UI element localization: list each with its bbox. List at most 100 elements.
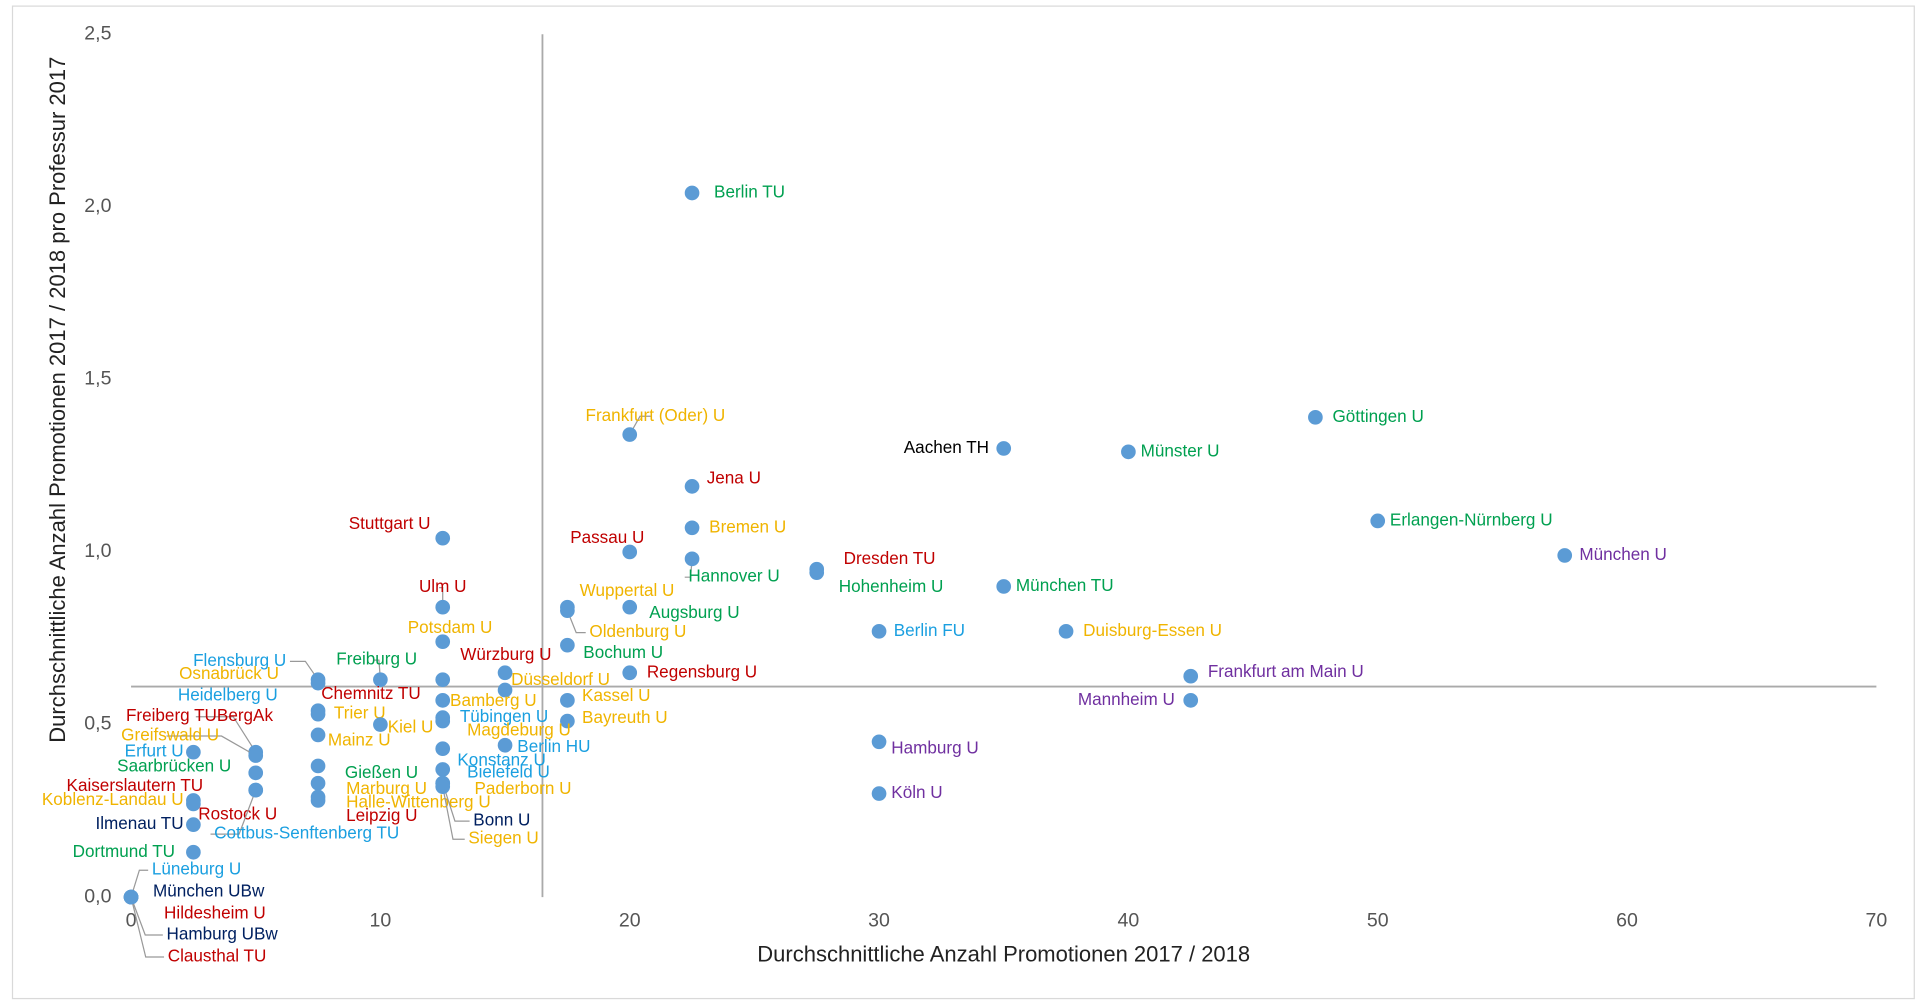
point-label: Dresden TU [844, 549, 936, 568]
x-tick-label: 40 [1118, 910, 1140, 932]
point-label: Kaiserslautern TU [67, 776, 204, 795]
point-label: Erlangen-Nürnberg U [1390, 510, 1553, 529]
x-tick-label: 30 [868, 910, 890, 932]
y-tick-label: 0,0 [84, 885, 111, 907]
leader-line [195, 716, 257, 753]
point-label: München TU [1016, 576, 1114, 595]
y-axis-title: Durchschnittliche Anzahl Promotionen 201… [45, 57, 70, 743]
data-point [248, 765, 264, 781]
point-label: Frankfurt am Main U [1208, 662, 1364, 681]
leader-line [210, 789, 257, 835]
data-point [1183, 668, 1199, 684]
point-label: Regensburg U [647, 662, 757, 681]
data-point [186, 844, 201, 860]
point-label: Gießen U [345, 763, 418, 782]
point-label: Kassel U [582, 686, 650, 705]
data-point [684, 551, 700, 567]
point-label: Osnabrück U [179, 664, 279, 683]
data-point [1058, 624, 1074, 639]
y-tick-label: 2,0 [84, 195, 111, 217]
point-label: Paderborn U [475, 779, 572, 798]
point-label: Berlin TU [714, 183, 785, 202]
point-label: Göttingen U [1333, 407, 1424, 426]
point-label: Passau U [570, 528, 644, 547]
point-label: Konstanz U [457, 750, 545, 769]
point-label: Augsburg U [649, 603, 739, 622]
point-label: Freiberg TUBergAk [126, 706, 274, 725]
data-point [373, 672, 388, 687]
point-label: Halle-Wittenberg U [346, 793, 491, 812]
data-point [871, 734, 887, 750]
data-point [497, 682, 513, 698]
leader-line [442, 783, 470, 822]
point-label: Leipzig U [346, 806, 417, 825]
data-point [622, 599, 638, 615]
point-label: Tübingen U [460, 707, 548, 726]
point-label: Frankfurt (Oder) U [586, 406, 726, 425]
x-axis-title: Durchschnittliche Anzahl Promotionen 201… [757, 942, 1250, 967]
data-point [1308, 410, 1323, 425]
data-point [560, 693, 575, 708]
data-point [1183, 693, 1199, 708]
leader-line [130, 869, 149, 898]
data-point [622, 427, 638, 442]
point-label: Bonn U [473, 811, 530, 830]
point-label: Ilmenau TU [95, 814, 183, 833]
point-label: Kiel U [388, 718, 434, 737]
point-label: Erfurt U [125, 742, 184, 761]
y-tick-label: 0,5 [84, 713, 111, 735]
data-point [684, 185, 700, 201]
leader-line [130, 896, 163, 936]
point-label: Hamburg U [891, 739, 978, 758]
point-label: Marburg U [346, 779, 427, 798]
leader-line [289, 660, 319, 681]
chart-border [11, 5, 1915, 1000]
point-label: Siegen U [468, 829, 538, 848]
point-label: Wuppertal U [580, 581, 675, 600]
point-label: Flensburg U [193, 651, 286, 670]
y-tick-label: 2,5 [84, 22, 111, 44]
point-label: Heidelberg U [178, 686, 278, 705]
data-point [871, 786, 887, 801]
point-label: Bochum U [583, 643, 663, 662]
point-label: Clausthal TU [168, 947, 267, 966]
point-label: Köln U [891, 783, 942, 802]
point-label: Hildesheim U [164, 904, 266, 923]
x-tick-label: 70 [1866, 910, 1888, 932]
point-label: Würzburg U [460, 645, 551, 664]
data-point [996, 579, 1012, 594]
data-point [1557, 548, 1573, 563]
point-label: Saarbrücken U [117, 756, 231, 775]
data-point [1370, 513, 1386, 529]
data-point [435, 779, 451, 794]
point-label: Mannheim U [1078, 690, 1175, 709]
data-point [186, 817, 201, 832]
point-label: Hannover U [688, 567, 779, 586]
point-label: Berlin FU [894, 621, 965, 640]
data-point [1121, 444, 1136, 460]
x-tick-label: 20 [619, 910, 641, 932]
data-point [622, 665, 638, 681]
point-label: Stuttgart U [349, 514, 431, 533]
point-label: Dortmund TU [73, 842, 175, 861]
data-point [435, 693, 451, 708]
point-label: Mainz U [328, 731, 391, 750]
point-label: Greifswald U [121, 726, 219, 745]
data-point [310, 758, 326, 774]
data-point [123, 889, 139, 905]
data-point [871, 624, 887, 639]
point-label: Koblenz-Landau U [42, 790, 184, 809]
point-label: Oldenburg U [589, 622, 686, 641]
x-tick-label: 50 [1367, 910, 1389, 932]
data-point [310, 706, 326, 722]
data-point [497, 737, 513, 753]
leader-line [130, 896, 165, 958]
data-point [373, 717, 388, 732]
data-point [996, 441, 1012, 456]
data-point [622, 544, 638, 560]
point-label: Ulm U [419, 577, 467, 596]
leader-line [442, 786, 465, 840]
point-label: Jena U [707, 469, 761, 488]
y-tick-label: 1,5 [84, 368, 111, 390]
